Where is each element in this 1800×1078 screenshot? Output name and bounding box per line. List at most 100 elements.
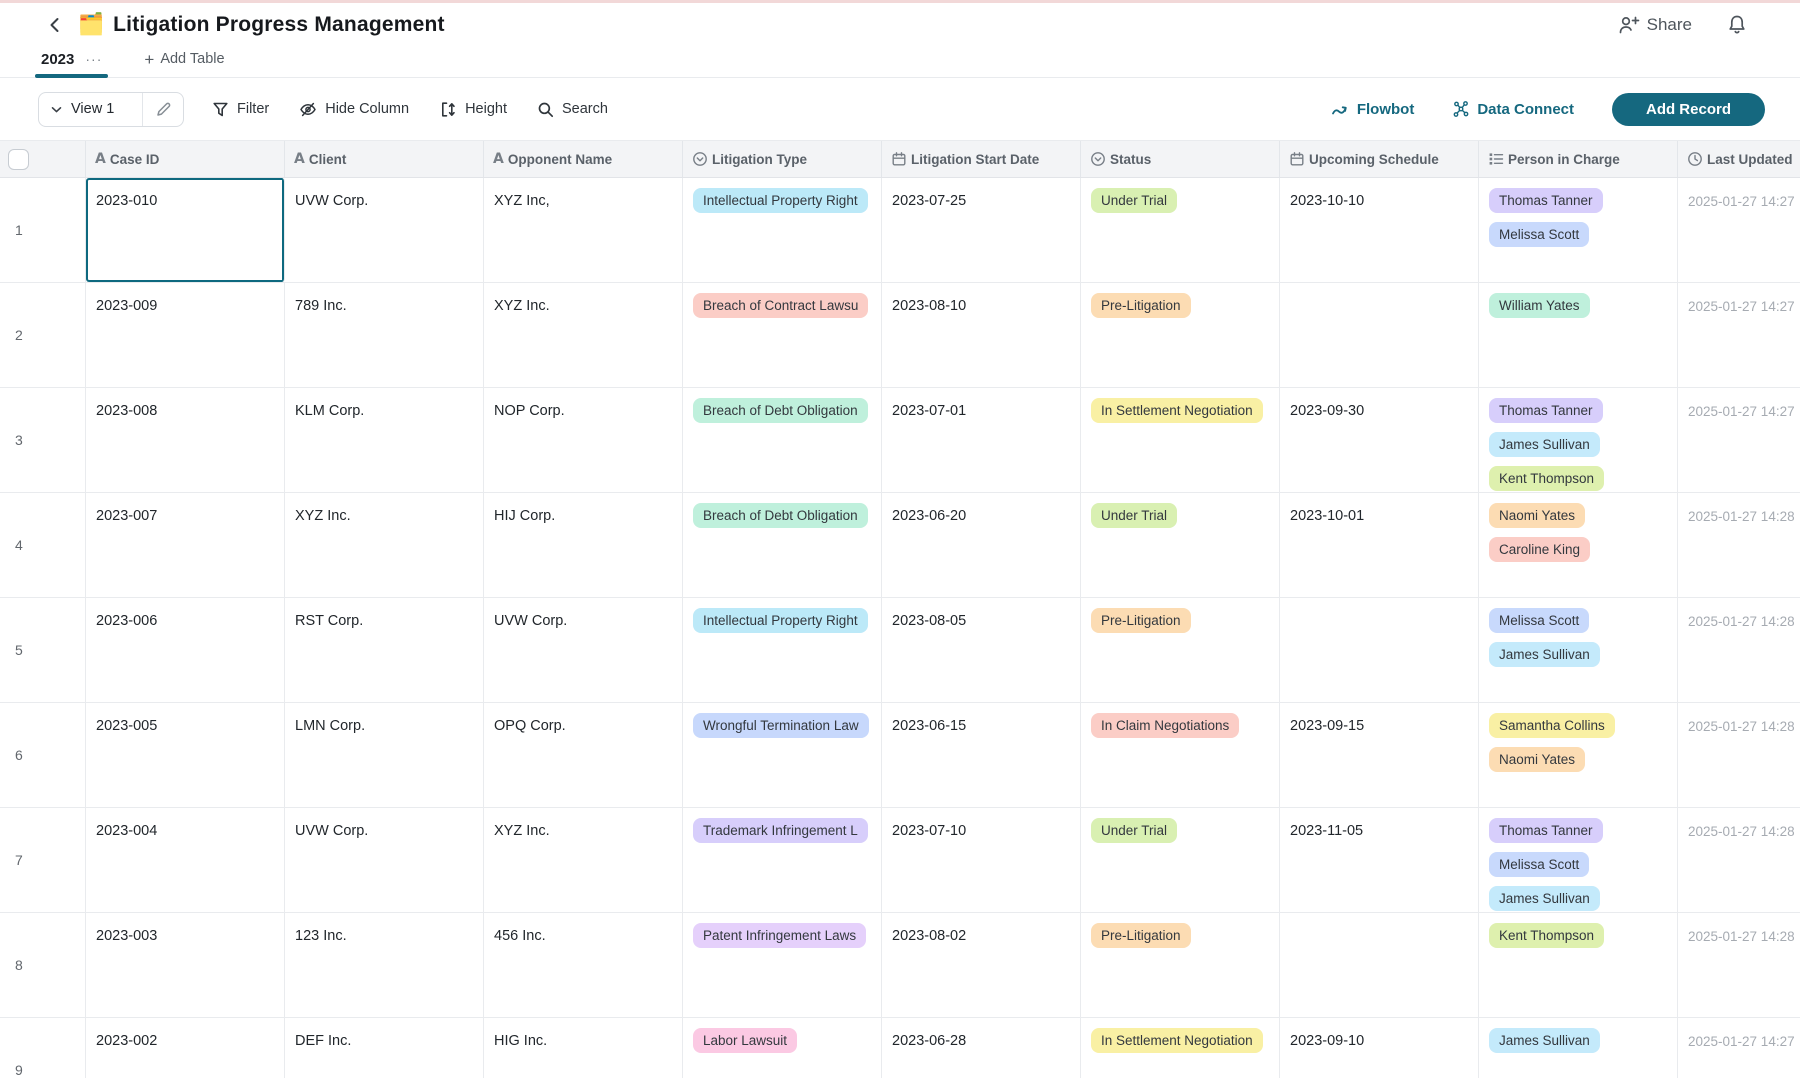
cell-upcoming-schedule[interactable]: 2023-09-15 [1280, 703, 1479, 807]
cell-opponent-name[interactable]: 456 Inc. [484, 913, 683, 1017]
cell-opponent-name[interactable]: XYZ Inc. [484, 808, 683, 912]
cell-status[interactable]: In Settlement Negotiation [1081, 388, 1280, 492]
cell-client[interactable]: 123 Inc. [285, 913, 484, 1017]
cell-upcoming-schedule[interactable] [1280, 283, 1479, 387]
cell-litigation-type[interactable]: Intellectual Property Right [683, 178, 882, 282]
cell-litigation-type[interactable]: Patent Infringement Laws [683, 913, 882, 1017]
cell-litigation-start-date[interactable]: 2023-08-05 [882, 598, 1081, 702]
row-number-cell[interactable]: 2 [0, 283, 86, 387]
select-all-checkbox[interactable] [8, 148, 29, 170]
cell-opponent-name[interactable]: XYZ Inc. [484, 283, 683, 387]
search-button[interactable]: Search [537, 101, 608, 118]
cell-case-id[interactable]: 2023-004 [86, 808, 285, 912]
cell-litigation-type[interactable]: Labor Lawsuit [683, 1018, 882, 1078]
cell-litigation-start-date[interactable]: 2023-07-01 [882, 388, 1081, 492]
cell-litigation-type[interactable]: Wrongful Termination Law [683, 703, 882, 807]
cell-litigation-type[interactable]: Breach of Contract Lawsu [683, 283, 882, 387]
row-number-cell[interactable]: 3 [0, 388, 86, 492]
cell-status[interactable]: In Claim Negotiations [1081, 703, 1280, 807]
cell-person-in-charge[interactable]: Melissa Scott James Sullivan [1479, 598, 1678, 702]
row-number-cell[interactable]: 1 [0, 178, 86, 282]
add-record-button[interactable]: Add Record [1612, 92, 1765, 126]
cell-status[interactable]: In Settlement Negotiation [1081, 1018, 1280, 1078]
cell-opponent-name[interactable]: HIJ Corp. [484, 493, 683, 597]
cell-client[interactable]: RST Corp. [285, 598, 484, 702]
tab-more-button[interactable]: ··· [85, 51, 103, 67]
cell-status[interactable]: Pre-Litigation [1081, 283, 1280, 387]
column-header-litigation-type[interactable]: Litigation Type [683, 141, 882, 177]
filter-button[interactable]: Filter [212, 101, 269, 118]
data-connect-button[interactable]: Data Connect [1452, 100, 1574, 118]
row-number-cell[interactable]: 5 [0, 598, 86, 702]
tab-2023[interactable]: 2023 ··· [35, 44, 109, 78]
cell-opponent-name[interactable]: NOP Corp. [484, 388, 683, 492]
cell-status[interactable]: Under Trial [1081, 178, 1280, 282]
hide-column-button[interactable]: Hide Column [299, 101, 409, 118]
cell-case-id[interactable]: 2023-010 [86, 178, 285, 282]
cell-litigation-type[interactable]: Trademark Infringement L [683, 808, 882, 912]
cell-upcoming-schedule[interactable]: 2023-10-01 [1280, 493, 1479, 597]
cell-opponent-name[interactable]: UVW Corp. [484, 598, 683, 702]
edit-view-button[interactable] [143, 93, 183, 126]
cell-client[interactable]: 789 Inc. [285, 283, 484, 387]
cell-litigation-start-date[interactable]: 2023-06-20 [882, 493, 1081, 597]
column-header-person-in-charge[interactable]: Person in Charge [1479, 141, 1678, 177]
cell-status[interactable]: Under Trial [1081, 493, 1280, 597]
cell-case-id[interactable]: 2023-007 [86, 493, 285, 597]
cell-status[interactable]: Pre-Litigation [1081, 598, 1280, 702]
cell-litigation-start-date[interactable]: 2023-08-10 [882, 283, 1081, 387]
cell-client[interactable]: UVW Corp. [285, 178, 484, 282]
row-height-button[interactable]: Height [439, 101, 507, 118]
cell-upcoming-schedule[interactable] [1280, 598, 1479, 702]
cell-upcoming-schedule[interactable]: 2023-09-30 [1280, 388, 1479, 492]
cell-opponent-name[interactable]: HIG Inc. [484, 1018, 683, 1078]
column-header-last-updated[interactable]: Last Updated [1678, 141, 1800, 177]
cell-case-id[interactable]: 2023-005 [86, 703, 285, 807]
cell-upcoming-schedule[interactable] [1280, 913, 1479, 1017]
cell-opponent-name[interactable]: OPQ Corp. [484, 703, 683, 807]
cell-litigation-type[interactable]: Breach of Debt Obligation [683, 493, 882, 597]
view-select-button[interactable]: View 1 [39, 93, 142, 126]
column-header-case-id[interactable]: A Case ID [86, 141, 285, 177]
cell-litigation-start-date[interactable]: 2023-07-25 [882, 178, 1081, 282]
notifications-button[interactable] [1726, 14, 1748, 36]
row-number-cell[interactable]: 9 [0, 1018, 86, 1078]
cell-client[interactable]: XYZ Inc. [285, 493, 484, 597]
cell-client[interactable]: LMN Corp. [285, 703, 484, 807]
cell-client[interactable]: KLM Corp. [285, 388, 484, 492]
cell-litigation-start-date[interactable]: 2023-08-02 [882, 913, 1081, 1017]
column-header-litigation-start-date[interactable]: Litigation Start Date [882, 141, 1081, 177]
cell-litigation-start-date[interactable]: 2023-07-10 [882, 808, 1081, 912]
cell-status[interactable]: Under Trial [1081, 808, 1280, 912]
cell-person-in-charge[interactable]: Samantha Collins Naomi Yates [1479, 703, 1678, 807]
cell-person-in-charge[interactable]: Thomas Tanner James Sullivan Kent Thompson [1479, 388, 1678, 492]
cell-person-in-charge[interactable]: Kent Thompson [1479, 913, 1678, 1017]
cell-person-in-charge[interactable]: Thomas Tanner Melissa Scott [1479, 178, 1678, 282]
flowbot-button[interactable]: Flowbot [1331, 101, 1414, 118]
row-number-cell[interactable]: 8 [0, 913, 86, 1017]
share-button[interactable]: Share [1618, 15, 1692, 35]
row-number-cell[interactable]: 7 [0, 808, 86, 912]
cell-case-id[interactable]: 2023-009 [86, 283, 285, 387]
cell-litigation-type[interactable]: Intellectual Property Right [683, 598, 882, 702]
row-number-cell[interactable]: 4 [0, 493, 86, 597]
cell-case-id[interactable]: 2023-008 [86, 388, 285, 492]
cell-opponent-name[interactable]: XYZ Inc, [484, 178, 683, 282]
row-number-cell[interactable]: 6 [0, 703, 86, 807]
cell-upcoming-schedule[interactable]: 2023-09-10 [1280, 1018, 1479, 1078]
cell-upcoming-schedule[interactable]: 2023-10-10 [1280, 178, 1479, 282]
cell-litigation-type[interactable]: Breach of Debt Obligation [683, 388, 882, 492]
cell-client[interactable]: UVW Corp. [285, 808, 484, 912]
column-header-upcoming-schedule[interactable]: Upcoming Schedule [1280, 141, 1479, 177]
header-select-all-cell[interactable] [0, 141, 86, 177]
add-table-button[interactable]: + Add Table [144, 44, 224, 74]
cell-person-in-charge[interactable]: Naomi Yates Caroline King [1479, 493, 1678, 597]
column-header-opponent-name[interactable]: A Opponent Name [484, 141, 683, 177]
cell-person-in-charge[interactable]: James Sullivan [1479, 1018, 1678, 1078]
cell-case-id[interactable]: 2023-002 [86, 1018, 285, 1078]
back-button[interactable] [44, 14, 66, 36]
cell-case-id[interactable]: 2023-006 [86, 598, 285, 702]
cell-upcoming-schedule[interactable]: 2023-11-05 [1280, 808, 1479, 912]
cell-client[interactable]: DEF Inc. [285, 1018, 484, 1078]
column-header-status[interactable]: Status [1081, 141, 1280, 177]
